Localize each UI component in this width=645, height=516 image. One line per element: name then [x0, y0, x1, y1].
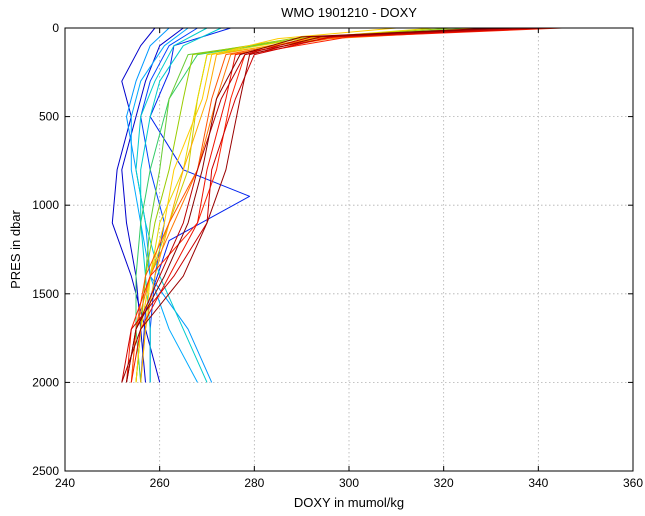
profile-line-22 [121, 27, 510, 383]
x-axis-title: DOXY in mumol/kg [294, 495, 404, 510]
y-tick-label: 2500 [32, 464, 59, 478]
profile-line-23 [126, 27, 496, 383]
x-tick-label: 240 [55, 476, 75, 490]
axis-ticks [64, 27, 634, 472]
profile-line-19 [130, 27, 539, 383]
profile-line-11 [135, 27, 454, 383]
profile-line-15 [140, 27, 482, 383]
profile-line-7 [135, 27, 208, 383]
chart-title: WMO 1901210 - DOXY [281, 5, 417, 20]
profile-lines [111, 27, 563, 383]
x-tick-label: 340 [528, 476, 548, 490]
y-tick-label: 1000 [32, 198, 59, 212]
y-tick-labels: 0 500 1000 1500 2000 2500 [32, 21, 59, 478]
x-tick-label: 320 [434, 476, 454, 490]
profile-line-6 [130, 27, 198, 383]
y-axis-title: PRES in dbar [8, 209, 23, 288]
profile-line-18 [126, 27, 563, 383]
x-tick-label: 280 [244, 476, 264, 490]
y-tick-label: 500 [39, 110, 59, 124]
y-tick-label: 0 [52, 21, 59, 35]
x-tick-label: 360 [623, 476, 643, 490]
profile-line-21 [126, 27, 520, 383]
x-tick-label: 300 [339, 476, 359, 490]
y-tick-label: 2000 [32, 375, 59, 389]
x-tick-labels: 240 260 280 300 320 340 360 [55, 476, 643, 490]
y-tick-label: 1500 [32, 287, 59, 301]
x-tick-label: 260 [150, 476, 170, 490]
